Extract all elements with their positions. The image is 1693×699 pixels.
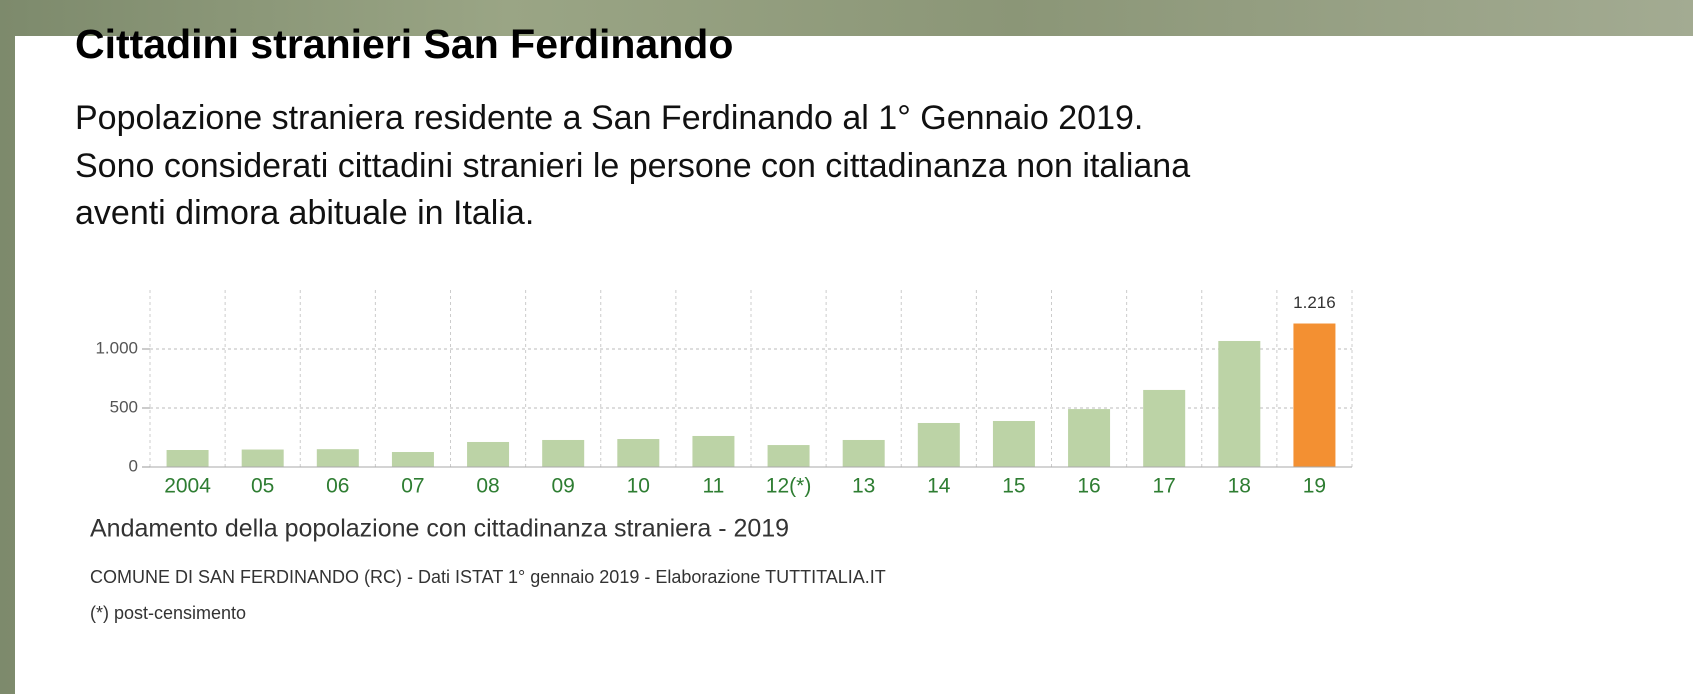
x-tick-label: 12(*)	[766, 475, 812, 498]
x-tick-label: 11	[703, 475, 725, 498]
x-tick-label: 17	[1153, 475, 1176, 498]
chart-caption: Andamento della popolazione con cittadin…	[90, 515, 789, 543]
x-tick-label: 08	[476, 475, 499, 498]
value-label: 1.216	[1293, 293, 1336, 312]
bar	[767, 445, 810, 467]
bar	[241, 449, 284, 467]
bar	[467, 441, 510, 467]
x-tick-label: 2004	[164, 475, 211, 498]
bar	[316, 449, 359, 467]
x-tick-label: 13	[852, 475, 875, 498]
bar	[1293, 323, 1336, 467]
description: aventi dimora abituale in Italia.	[75, 194, 534, 232]
bar	[542, 439, 585, 467]
x-tick-label: 15	[1002, 475, 1025, 498]
bar	[166, 450, 209, 467]
bar	[1068, 409, 1111, 467]
chart-source: COMUNE DI SAN FERDINANDO (RC) - Dati IST…	[90, 567, 886, 587]
x-tick-label: 14	[927, 475, 951, 498]
y-tick-label: 1.000	[95, 338, 138, 357]
y-tick-label: 500	[110, 397, 138, 416]
bar	[692, 435, 735, 467]
y-tick-label: 0	[129, 456, 138, 475]
x-tick-label: 10	[627, 475, 650, 498]
chart-note: (*) post-censimento	[90, 603, 246, 623]
description: Popolazione straniera residente a San Fe…	[75, 99, 1143, 137]
content-panel	[15, 36, 1693, 694]
x-tick-label: 18	[1228, 475, 1251, 498]
x-tick-label: 09	[552, 475, 575, 498]
bar	[1218, 340, 1261, 467]
description: Sono considerati cittadini stranieri le …	[75, 147, 1190, 185]
bar	[917, 422, 960, 467]
bar	[1143, 389, 1186, 467]
x-tick-label: 06	[326, 475, 349, 498]
x-tick-label: 07	[401, 475, 424, 498]
x-tick-label: 19	[1303, 475, 1326, 498]
x-tick-label: 16	[1077, 475, 1100, 498]
bar	[391, 452, 434, 467]
x-tick-label: 05	[251, 475, 274, 498]
bar	[992, 420, 1035, 467]
bar	[842, 439, 885, 467]
title: Cittadini stranieri San Ferdinando	[75, 21, 733, 67]
bar	[617, 439, 660, 467]
